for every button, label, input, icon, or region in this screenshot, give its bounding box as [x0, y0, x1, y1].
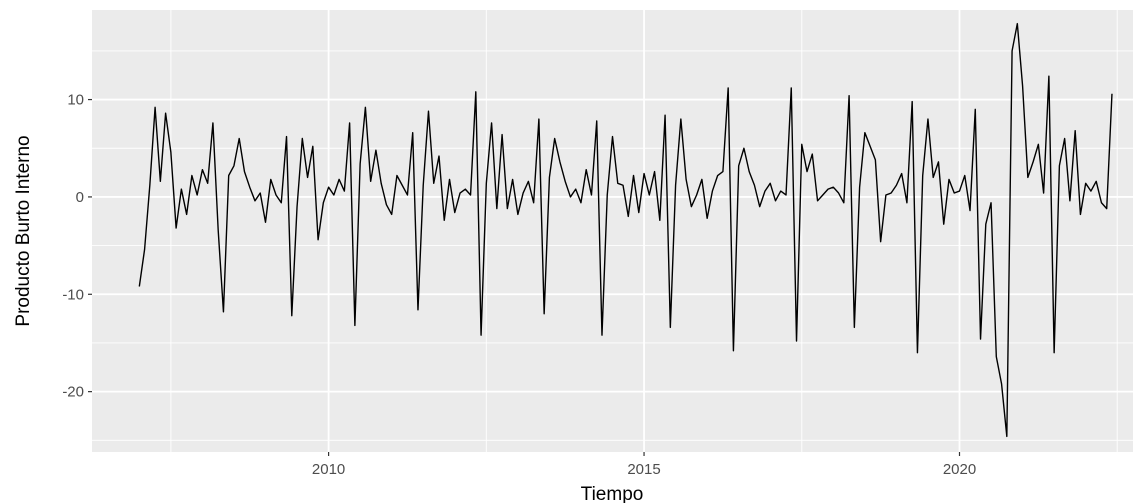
y-tick-label: 0 [76, 189, 84, 206]
x-tick-label: 2015 [627, 461, 660, 478]
plot-panel [92, 10, 1133, 452]
major-gridlines [92, 10, 1133, 452]
x-tick-label: 2010 [312, 461, 345, 478]
x-tick-label: 2020 [943, 461, 976, 478]
y-tick-label: -20 [62, 384, 84, 401]
x-axis-title: Tiempo [581, 484, 644, 503]
y-axis: -20 -10 0 10 [62, 92, 92, 401]
series-line [138, 22, 1113, 438]
y-axis-title: Producto Burto Interno [13, 135, 34, 326]
x-axis: 2010 2015 2020 [312, 452, 976, 478]
y-tick-label: -10 [62, 286, 84, 303]
y-tick-label: 10 [67, 92, 84, 109]
